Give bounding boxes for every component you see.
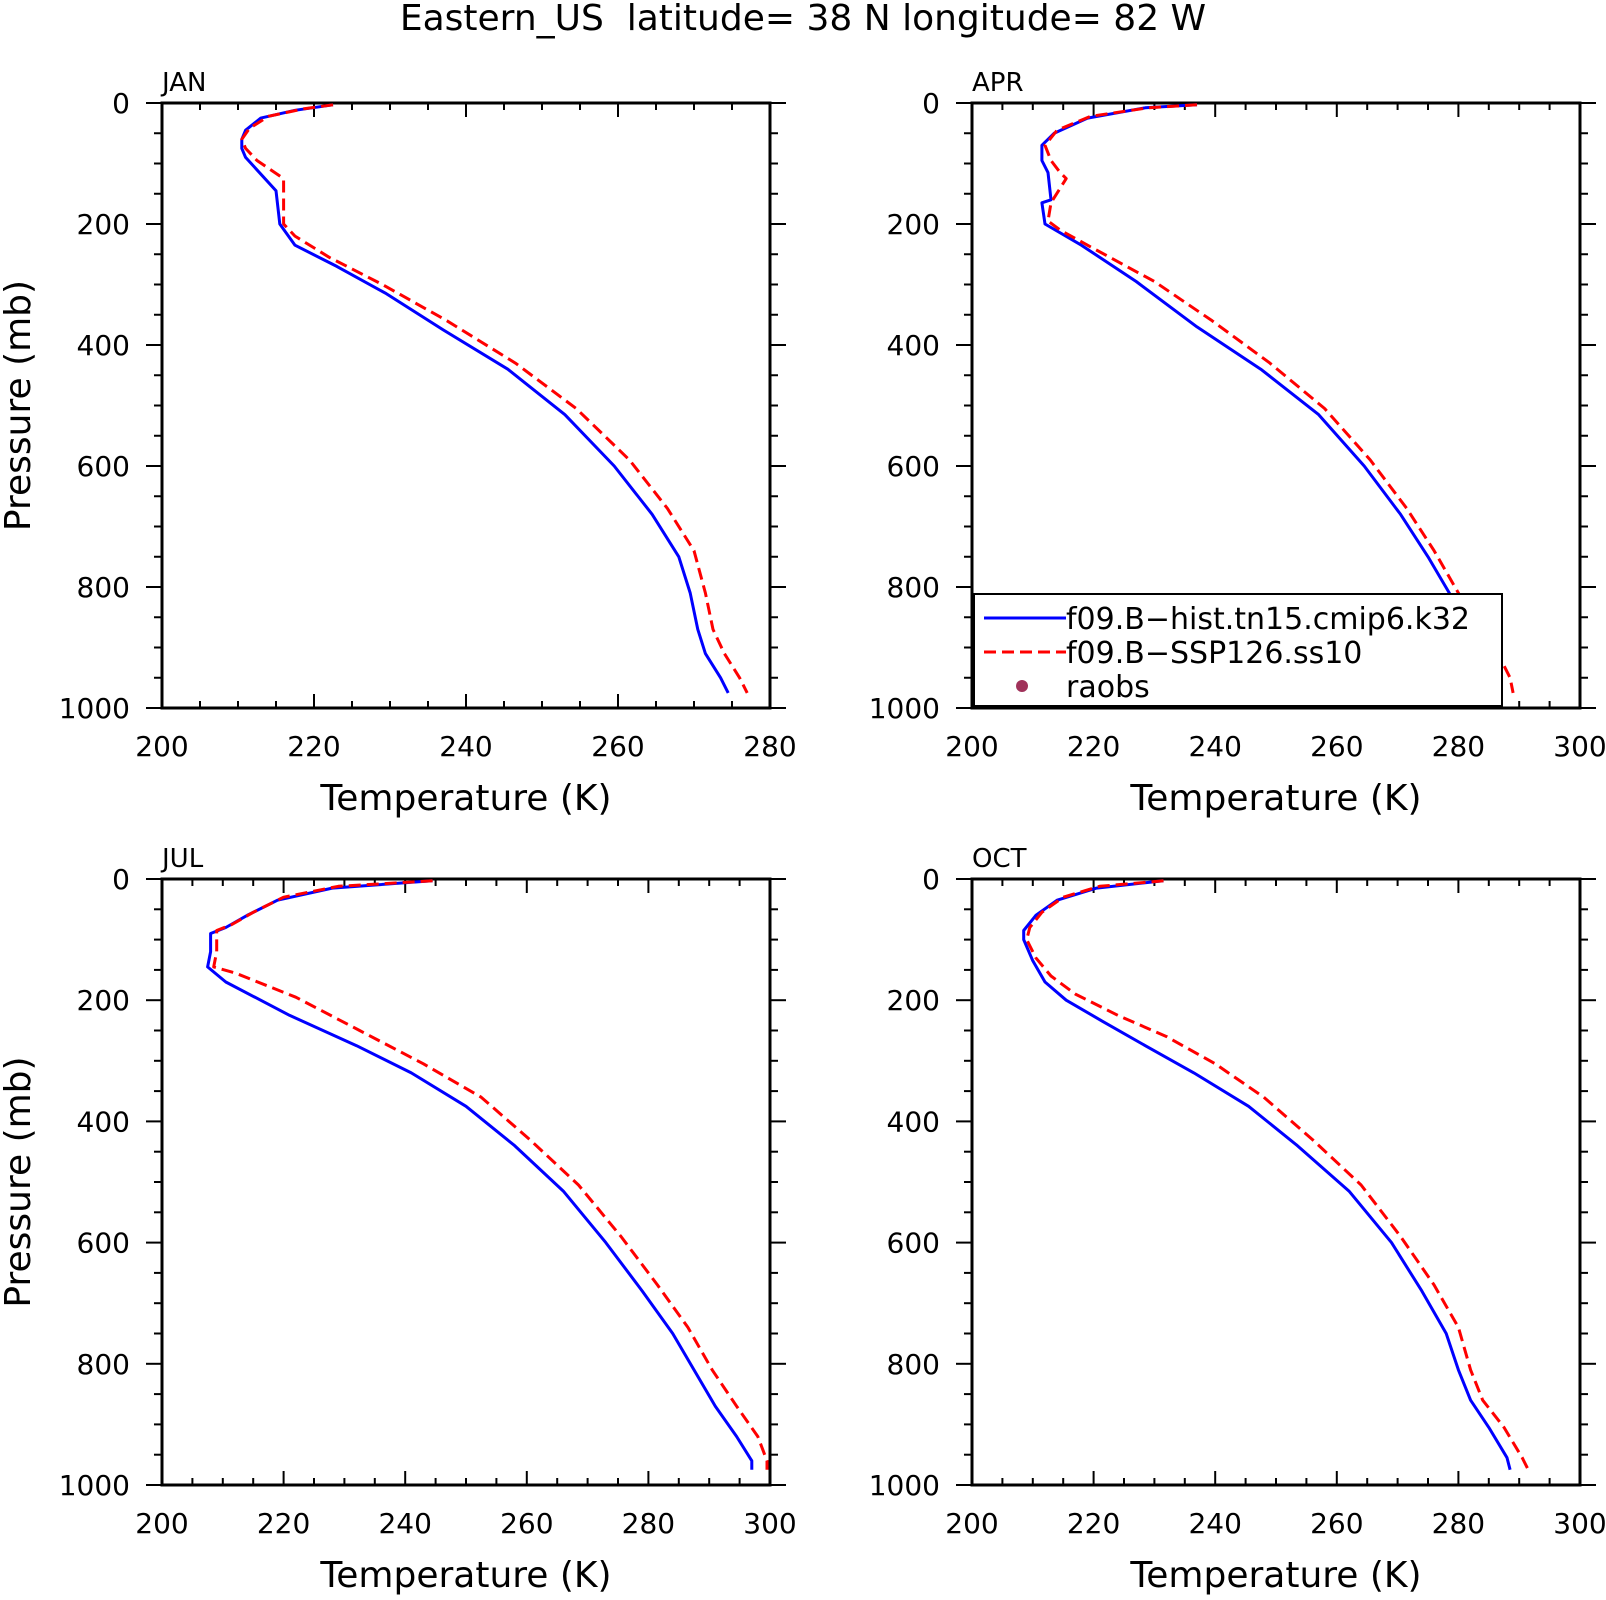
legend-entry-label: raobs [1066,670,1150,705]
x-axis-label: Temperature (K) [1129,778,1421,819]
x-tick-label: 260 [591,730,644,763]
x-axis-label: Temperature (K) [319,778,611,819]
panel-label: OCT [972,844,1027,874]
y-tick-label: 200 [887,208,940,241]
ssp126-series-line [240,103,749,694]
x-tick-label: 260 [1310,1507,1363,1540]
x-tick-label: 220 [287,730,340,763]
y-tick-label: 600 [887,450,940,483]
y-tick-label: 0 [922,863,940,896]
x-tick-label: 240 [1188,730,1241,763]
y-tick-label: 400 [77,1105,130,1138]
panel-label: APR [972,68,1024,98]
legend-entry-label: f09.B−hist.tn15.cmip6.k32 [1066,602,1470,637]
y-tick-label: 200 [887,984,940,1017]
y-tick-label: 800 [887,571,940,604]
y-tick-label: 1000 [59,1469,130,1502]
y-tick-label: 400 [887,329,940,362]
x-tick-label: 220 [1067,1507,1120,1540]
y-tick-label: 400 [887,1105,940,1138]
panel-jul: JUL 200 220 240 260 280 300 0 200 400 600 800 1000 Te… [0,844,797,1596]
y-tick-label: 0 [922,87,940,120]
x-tick-label: 240 [439,730,492,763]
y-tick-label: 800 [77,1348,130,1381]
y-tick-label: 800 [77,571,130,604]
plot-frame [160,101,772,710]
panel-apr: APR 200 220 240 260 280 300 0 200 400 600 800 1000 Te… [869,68,1606,819]
x-tick-label: 200 [945,1507,998,1540]
y-tick-label: 200 [77,208,130,241]
x-tick-label: 200 [135,730,188,763]
panel-label: JUL [160,844,204,874]
x-tick-label: 300 [1553,730,1606,763]
x-tick-label: 220 [1067,730,1120,763]
y-axis-label: Pressure (mb) [0,280,39,531]
x-tick-label: 300 [1553,1507,1606,1540]
legend-entry-label: f09.B−SSP126.ss10 [1066,636,1362,671]
x-tick-label: 240 [378,1507,431,1540]
ssp126-series-line [1025,879,1530,1471]
x-tick-label: 280 [1432,730,1485,763]
x-tick-label: 280 [1432,1507,1485,1540]
y-tick-label: 600 [77,1227,130,1260]
y-axis-label: Pressure (mb) [0,1056,39,1307]
legend-marker [1016,680,1028,692]
x-tick-label: 240 [1188,1507,1241,1540]
hist-series-line [206,879,754,1470]
legend-box [973,593,1503,707]
y-tick-label: 1000 [869,692,940,725]
panel-oct: OCT 200 220 240 260 280 300 0 200 400 600 800 1000 Te… [869,844,1606,1596]
x-tick-label: 200 [945,730,998,763]
figure-title: Eastern_US latitude= 38 N longitude= 82 … [400,0,1206,39]
panel-jan: JAN 200 220 240 260 280 0 200 400 600 800 1000 Tempe… [0,68,797,819]
x-axis-label: Temperature (K) [1129,1555,1421,1596]
y-tick-label: 600 [77,450,130,483]
y-tick-label: 800 [887,1348,940,1381]
y-tick-label: 0 [112,863,130,896]
hist-series-line [1022,879,1512,1471]
plot-frame [160,877,772,1487]
y-tick-label: 600 [887,1227,940,1260]
x-tick-label: 260 [1310,730,1363,763]
hist-series-line [240,103,730,694]
panel-label: JAN [160,68,206,98]
y-tick-label: 1000 [59,692,130,725]
x-tick-label: 260 [500,1507,553,1540]
ssp126-series-line [212,879,769,1470]
x-tick-label: 300 [743,1507,796,1540]
plot-frame [970,877,1582,1487]
legend: f09.B−hist.tn15.cmip6.k32f09.B−SSP126.ss… [973,593,1503,707]
x-tick-label: 280 [622,1507,675,1540]
y-tick-label: 200 [77,984,130,1017]
x-tick-label: 220 [257,1507,310,1540]
y-tick-label: 0 [112,87,130,120]
y-tick-label: 400 [77,329,130,362]
x-tick-label: 280 [743,730,796,763]
x-tick-label: 200 [135,1507,188,1540]
x-axis-label: Temperature (K) [319,1555,611,1596]
y-tick-label: 1000 [869,1469,940,1502]
